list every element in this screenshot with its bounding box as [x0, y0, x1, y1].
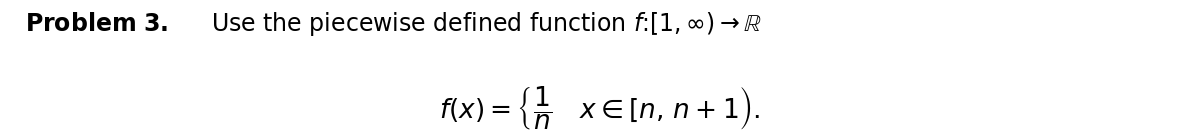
Text: $\mathbf{Problem\ 3.}$: $\mathbf{Problem\ 3.}$	[25, 12, 169, 36]
Text: Use the piecewise defined function $f\colon [1,\infty) \to \mathbb{R}$: Use the piecewise defined function $f\co…	[211, 10, 762, 38]
Text: $f(x) = \left\{\dfrac{1}{n} \quad x \in [n,\, n+1\right).$: $f(x) = \left\{\dfrac{1}{n} \quad x \in …	[439, 84, 761, 132]
